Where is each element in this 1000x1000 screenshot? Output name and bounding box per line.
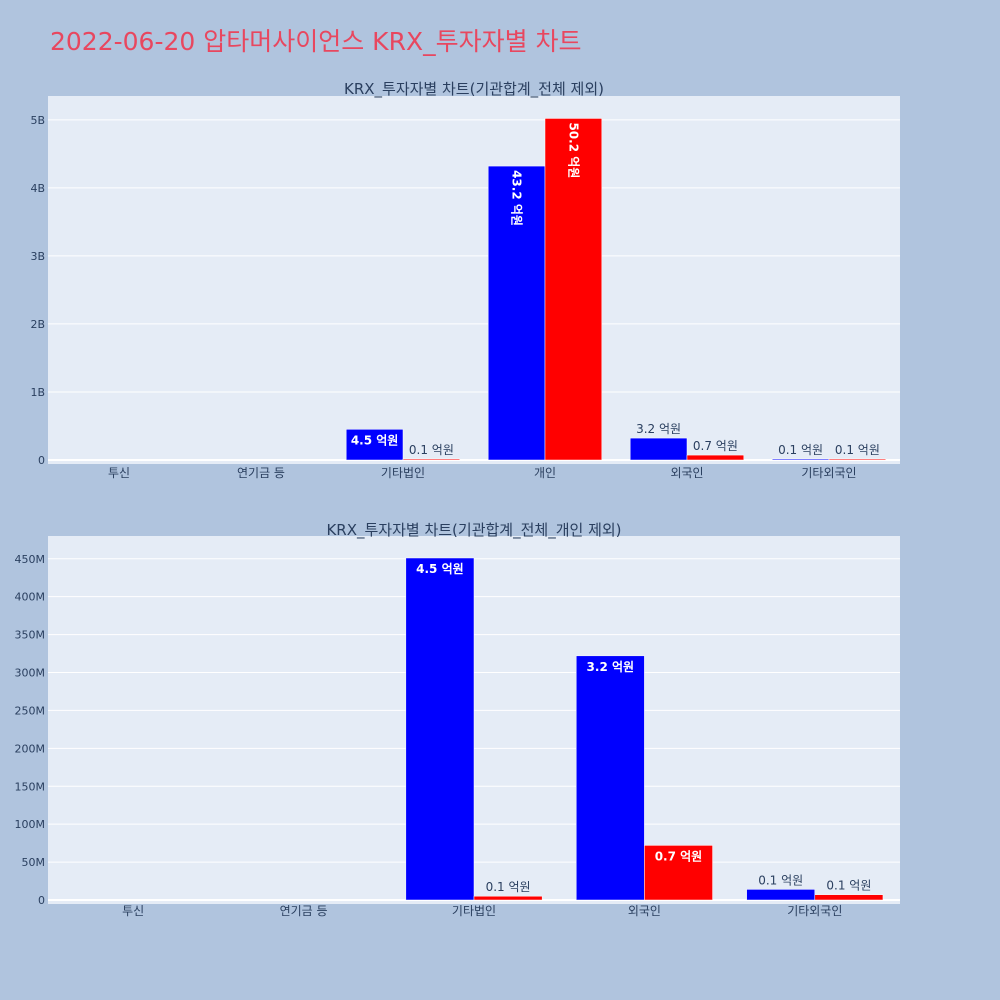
y-tick-label: 3B: [30, 250, 45, 263]
bar: [405, 557, 475, 901]
bar: [629, 437, 688, 461]
data-label: 0.1 억원: [835, 443, 880, 457]
x-tick-label: 연기금 등: [280, 904, 328, 918]
chart-subtitle: KRX_투자자별 차트(기관합계_전체_개인 제외): [326, 521, 621, 540]
bar: [402, 458, 461, 461]
y-tick-label: 0: [38, 454, 45, 467]
data-label: 0.1 억원: [826, 879, 871, 893]
bar: [473, 895, 543, 901]
data-label: 0.1 억원: [778, 443, 823, 457]
bar: [828, 458, 887, 461]
x-tick-label: 외국인: [670, 466, 703, 480]
bar: [544, 118, 603, 461]
y-tick-label: 250M: [15, 704, 46, 717]
chart-1: 0 1B 2B 3B 4B 5B KRX_투자자별 차트(기관합계_전체 제외) 투신 연기금 …: [30, 80, 900, 480]
x-tick-label: 기타법인: [452, 904, 496, 918]
x-tick-label: 개인: [534, 466, 556, 480]
y-tick-label: 150M: [15, 780, 46, 793]
data-label: 0.1 억원: [409, 443, 454, 457]
data-label: 3.2 억원: [587, 660, 635, 674]
chart-subtitle: KRX_투자자별 차트(기관합계_전체 제외): [344, 80, 604, 99]
plot-background: [48, 96, 900, 464]
y-tick-label: 400M: [15, 591, 46, 604]
y-tick-label: 2B: [30, 318, 45, 331]
bar: [575, 655, 645, 901]
y-tick-label: 1B: [30, 386, 45, 399]
data-label: 0.1 억원: [486, 880, 531, 894]
y-tick-label: 4B: [30, 182, 45, 195]
bar: [814, 894, 884, 901]
x-tick-label: 외국인: [628, 904, 661, 918]
x-tick-label: 기타법인: [381, 466, 425, 480]
y-tick-label: 350M: [15, 629, 46, 642]
x-tick-label: 투신: [108, 466, 130, 480]
page-title: 2022-06-20 압타머사이언스 KRX_투자자별 차트: [50, 27, 582, 56]
x-tick-label: 기타외국인: [801, 466, 856, 480]
x-tick-label: 투신: [122, 904, 144, 918]
y-tick-label: 450M: [15, 553, 46, 566]
data-label: 4.5 억원: [351, 433, 399, 447]
x-tick-label: 기타외국인: [787, 904, 842, 918]
y-tick-label: 0: [38, 894, 45, 907]
bar: [746, 889, 816, 901]
data-label: 3.2 억원: [636, 422, 681, 436]
bar: [644, 845, 713, 901]
y-tick-label: 200M: [15, 742, 46, 755]
y-tick-label: 300M: [15, 667, 46, 680]
data-label: 43.2 억원: [510, 170, 524, 226]
data-label: 0.1 억원: [758, 873, 803, 887]
data-label: 0.7 억원: [693, 439, 738, 453]
x-tick-label: 연기금 등: [237, 466, 285, 480]
bar: [487, 165, 546, 461]
data-label: 50.2 억원: [566, 122, 580, 178]
y-tick-label: 5B: [30, 114, 45, 127]
y-tick-label: 100M: [15, 818, 46, 831]
bar: [345, 429, 404, 461]
bar: [686, 454, 745, 461]
y-tick-label: 50M: [22, 856, 46, 869]
data-label: 0.7 억원: [655, 849, 703, 863]
data-label: 4.5 억원: [416, 562, 464, 576]
